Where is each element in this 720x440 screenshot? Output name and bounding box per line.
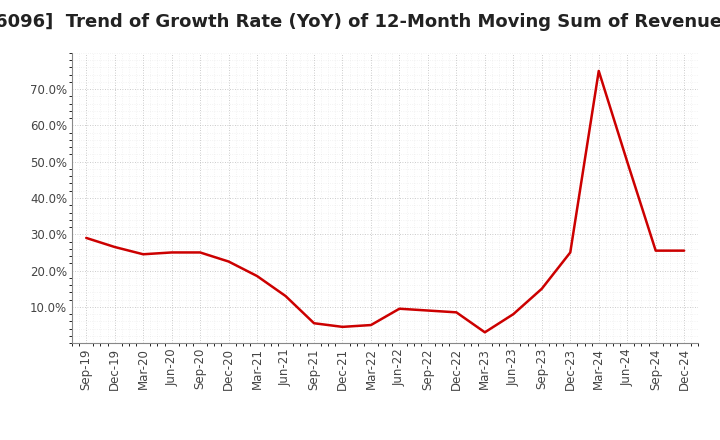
Text: [6096]  Trend of Growth Rate (YoY) of 12-Month Moving Sum of Revenues: [6096] Trend of Growth Rate (YoY) of 12-… [0, 13, 720, 31]
